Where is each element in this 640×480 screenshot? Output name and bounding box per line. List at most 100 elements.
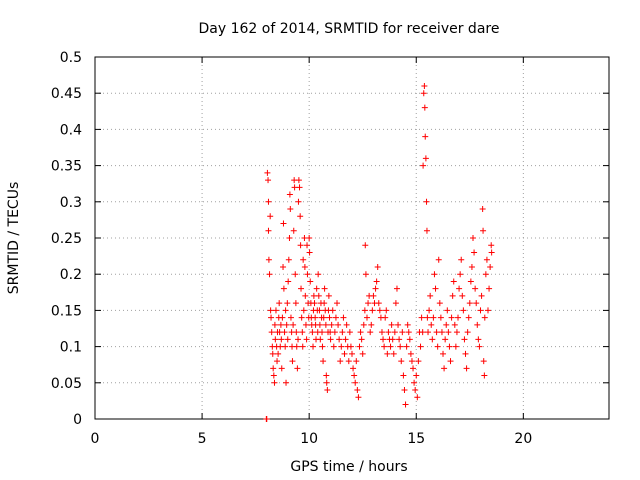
data-point [304,242,311,249]
data-point [428,321,435,328]
data-point [378,329,385,336]
data-point [393,285,400,292]
data-point [343,321,350,328]
data-point [265,177,272,184]
y-axis-label: SRMTID / TECUs [6,182,22,295]
y-tick-label: 0.1 [60,340,82,356]
data-point [295,336,302,343]
data-point [468,263,475,270]
data-point [360,321,367,328]
data-point [300,307,307,314]
data-point [282,343,289,350]
data-point [396,336,403,343]
data-point [355,394,362,401]
data-point [413,372,420,379]
y-tick-label: 0.45 [51,86,82,102]
data-point [471,249,478,256]
data-point [354,387,361,394]
data-point [419,329,426,336]
data-point [268,314,275,321]
data-point [284,300,291,307]
chart-title: Day 162 of 2014, SRMTID for receiver dar… [199,21,500,37]
data-point [284,336,291,343]
y-tick-labels: 0 0.05 0.1 0.15 0.2 0.25 0.3 0.35 0.4 0.45 0.5 [51,50,82,428]
data-point [302,321,309,328]
data-point [402,401,409,408]
data-point [297,242,304,249]
data-point [334,300,341,307]
data-point [306,249,313,256]
data-point [346,329,353,336]
data-point [384,350,391,357]
data-point [326,314,333,321]
data-point [271,321,278,328]
data-point [429,336,436,343]
data-point [403,343,410,350]
data-point [265,227,272,234]
data-point [315,292,322,299]
data-point [484,307,491,314]
data-point [414,394,421,401]
data-point [427,292,434,299]
data-point [313,285,320,292]
data-point [312,314,319,321]
data-point [295,198,302,205]
data-point [269,350,276,357]
data-point [311,300,318,307]
data-point [449,292,456,299]
y-tick-label: 0.05 [51,376,82,392]
data-point [275,350,282,357]
data-point [332,314,339,321]
data-point [420,90,427,97]
data-point [323,372,330,379]
data-point [392,300,399,307]
data-point [290,227,297,234]
data-point [488,242,495,249]
data-point [455,314,462,321]
data-point [310,343,317,350]
data-point [319,343,326,350]
data-point [434,343,441,350]
data-point [358,336,365,343]
data-point [356,343,363,350]
data-point [425,329,432,336]
data-point [451,321,458,328]
data-point [480,227,487,234]
data-point [390,350,397,357]
data-point [450,278,457,285]
data-point [339,329,346,336]
x-tick-label: 20 [514,431,532,447]
data-point [296,184,303,191]
data-point [443,321,450,328]
data-point [282,307,289,314]
data-point [370,292,377,299]
data-point [337,358,344,365]
data-point [459,292,466,299]
data-point [359,350,366,357]
grid-lines [95,57,609,419]
data-point [329,307,336,314]
data-point [417,343,424,350]
data-point [309,329,316,336]
data-point [432,285,439,292]
data-point [352,379,359,386]
data-point [338,343,345,350]
data-point [423,227,430,234]
x-tick-label: 5 [198,431,207,447]
data-point [448,314,455,321]
data-point [303,336,310,343]
data-point [301,263,308,270]
data-point [265,256,272,263]
data-point [367,329,374,336]
y-tick-label: 0.15 [51,303,82,319]
y-tick-label: 0.2 [60,267,82,283]
data-point [317,336,324,343]
data-point [433,329,440,336]
data-point [423,198,430,205]
y-tick-label: 0 [73,412,82,428]
data-point [481,314,488,321]
data-point [405,329,412,336]
data-point [458,256,465,263]
x-axis-label: GPS time / hours [290,459,407,475]
data-point [353,358,360,365]
